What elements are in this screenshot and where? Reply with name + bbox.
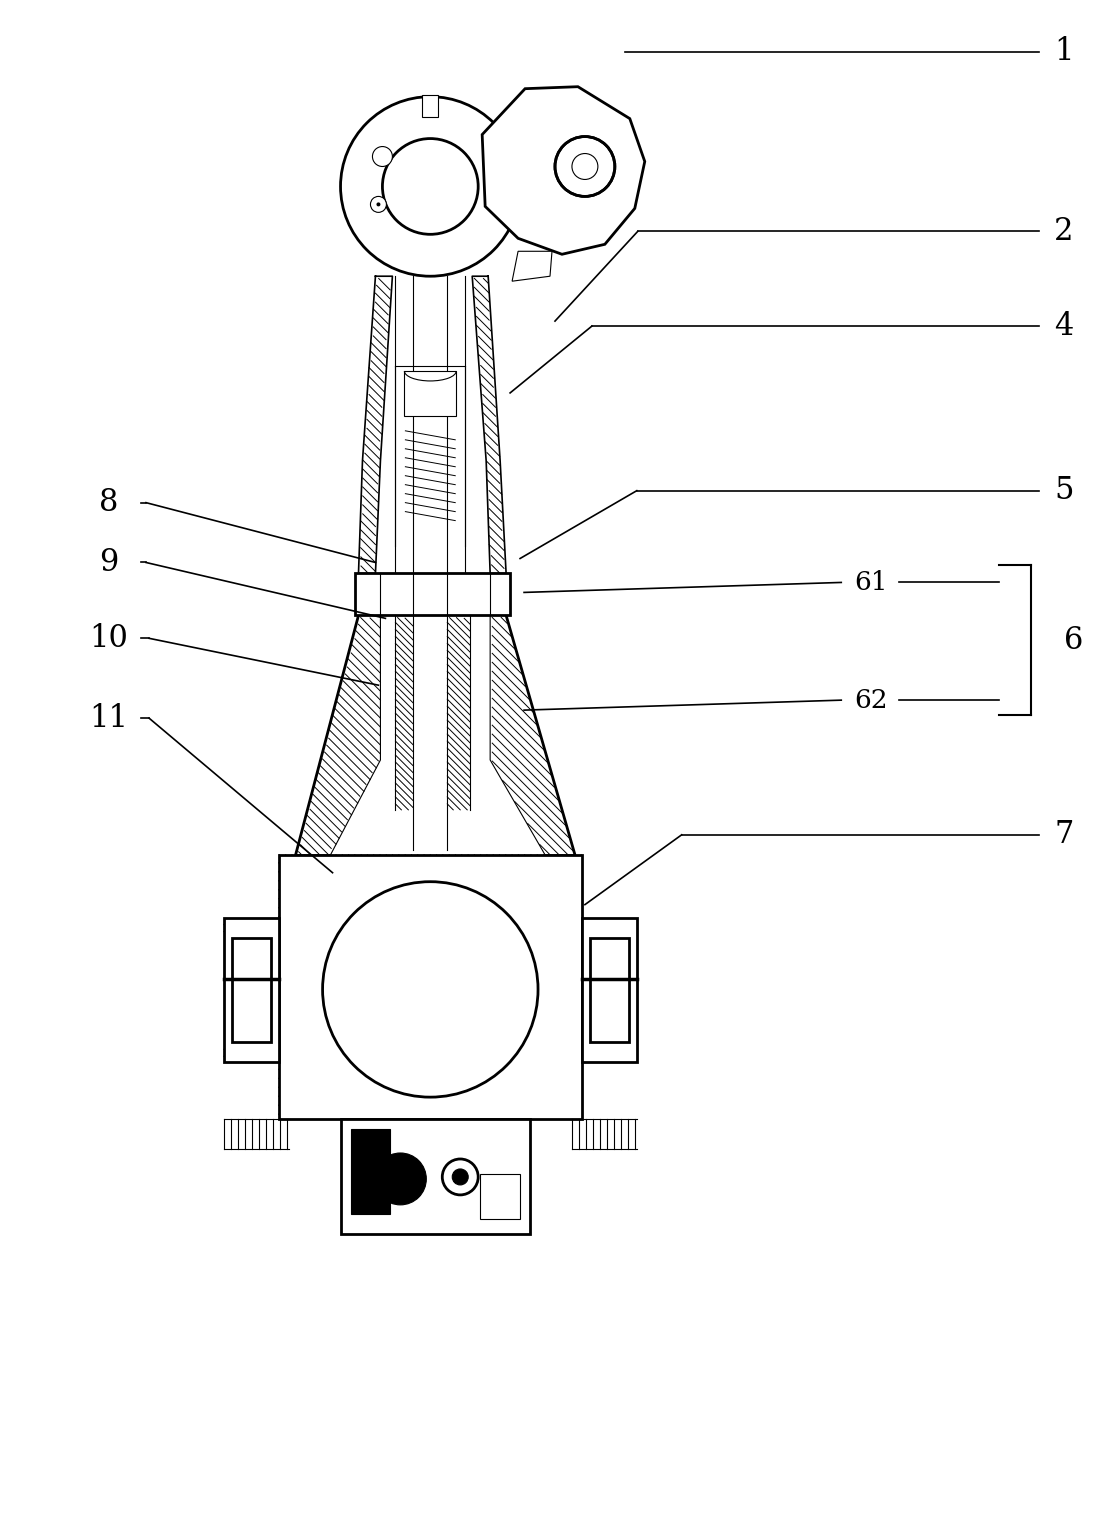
Bar xyxy=(404,371,456,415)
Circle shape xyxy=(375,1153,426,1204)
Text: 61: 61 xyxy=(854,570,888,595)
Text: 5: 5 xyxy=(1054,476,1073,506)
Circle shape xyxy=(341,97,520,276)
Bar xyxy=(341,1120,530,1233)
Circle shape xyxy=(452,1170,468,1185)
Circle shape xyxy=(377,203,380,206)
Polygon shape xyxy=(483,86,645,255)
Bar xyxy=(590,938,629,1042)
Bar xyxy=(582,918,637,1062)
Bar xyxy=(350,1129,390,1214)
Bar xyxy=(224,918,279,1062)
Bar xyxy=(231,938,271,1042)
Text: 2: 2 xyxy=(1054,215,1073,247)
Text: 10: 10 xyxy=(89,623,129,654)
Bar xyxy=(279,854,582,1120)
Text: 62: 62 xyxy=(854,688,888,712)
Circle shape xyxy=(370,197,387,212)
Bar xyxy=(356,574,510,615)
Circle shape xyxy=(572,153,598,179)
Circle shape xyxy=(382,138,478,235)
Circle shape xyxy=(323,882,538,1097)
Text: 4: 4 xyxy=(1055,311,1073,341)
Bar xyxy=(480,1174,520,1220)
Text: 9: 9 xyxy=(99,547,119,579)
Text: 11: 11 xyxy=(89,703,129,733)
Polygon shape xyxy=(512,251,552,282)
Bar xyxy=(422,94,439,117)
Text: 7: 7 xyxy=(1054,820,1073,850)
Text: 6: 6 xyxy=(1065,624,1083,656)
Circle shape xyxy=(555,136,615,197)
Circle shape xyxy=(372,147,392,167)
Circle shape xyxy=(442,1159,478,1195)
Text: 8: 8 xyxy=(99,488,119,518)
Text: 1: 1 xyxy=(1054,36,1073,67)
